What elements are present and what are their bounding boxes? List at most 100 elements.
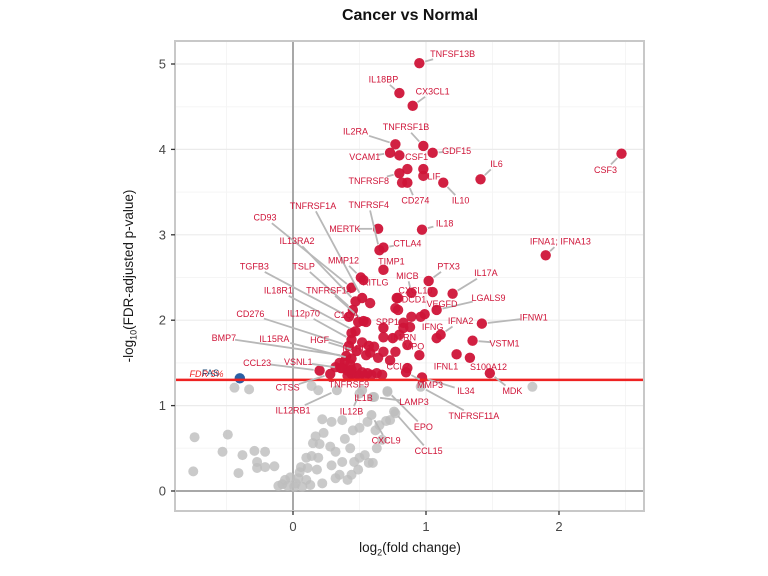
y-tick-label-1: 1 xyxy=(159,398,166,413)
leader-line-PTX3 xyxy=(432,271,442,279)
y-axis-title-text2: (FDR-adjusted p-value) xyxy=(121,189,136,330)
sig-point-VSNL1 xyxy=(335,362,347,374)
gene-label-LIF: LIF xyxy=(427,172,441,182)
leader-line-TNFRSF8 xyxy=(386,173,394,178)
sig-point xyxy=(364,297,376,309)
ns-point xyxy=(222,429,233,440)
sig-point-C1QA xyxy=(352,316,364,328)
leader-line-CX3CL1 xyxy=(417,96,426,104)
gene-label-MMP12: MMP12 xyxy=(328,255,359,265)
sig-point-CD93 xyxy=(346,282,357,293)
sig-point-IL18 xyxy=(416,224,428,235)
gene-label-EPO: EPO xyxy=(414,422,433,432)
ns-point xyxy=(313,385,324,396)
sig-point-IL1RN xyxy=(387,332,398,344)
sig-point-IL10 xyxy=(438,177,449,188)
sig-point-CXCL10 xyxy=(427,286,438,298)
gene-label-MPO: MPO xyxy=(404,342,425,352)
sig-point-IL17A xyxy=(447,288,458,299)
ns-point xyxy=(371,443,382,454)
ns-point xyxy=(260,462,271,473)
sig-point-IL15RA xyxy=(346,353,357,364)
gene-label-CCL23: CCL23 xyxy=(243,358,271,368)
sig-point-CD274 xyxy=(402,177,413,188)
ns-point xyxy=(244,384,255,395)
leader-line-IL15RA xyxy=(289,342,346,359)
sig-point xyxy=(406,311,417,322)
gene-label-LGALS9: LGALS9 xyxy=(471,293,505,303)
gene-label-TGFB3: TGFB3 xyxy=(240,261,269,271)
sig-point-IFNW1 xyxy=(476,318,488,329)
leader-line-IL6 xyxy=(484,168,492,176)
gene-label-CSF1: CSF1 xyxy=(405,152,428,162)
sig-point-IL18R1 xyxy=(350,326,361,337)
ns-point xyxy=(280,474,291,485)
ns-point xyxy=(260,446,271,457)
leader-line-IL34 xyxy=(427,378,455,389)
sig-point xyxy=(360,350,372,361)
ns-point xyxy=(237,450,248,461)
leader-line-TNFSF13B xyxy=(424,58,434,63)
gene-label-IL18: IL18 xyxy=(436,219,454,229)
gene-label-CXCL10: CXCL10 xyxy=(398,285,432,295)
gene-label-LAMP3: LAMP3 xyxy=(399,397,429,407)
ns-point-TNFRSF11A xyxy=(415,381,426,392)
gene-label-IL18BP: IL18BP xyxy=(369,74,399,84)
sig-point-VSTM1 xyxy=(467,335,478,346)
sig-point-GDF15 xyxy=(427,147,438,159)
sig-point xyxy=(398,317,409,328)
x-axis-title-text: log xyxy=(359,540,378,555)
gene-label-TSLP: TSLP xyxy=(292,261,315,271)
ns-point xyxy=(337,456,348,467)
gene-label-VEGFD: VEGFD xyxy=(426,299,458,309)
ns-point xyxy=(252,462,263,473)
sig-point-CTSS xyxy=(325,368,336,380)
gene-label-IL34: IL34 xyxy=(457,386,475,396)
panel-border xyxy=(174,40,645,512)
gene-label-SPP1: SPP1 xyxy=(376,317,399,327)
leader-line-IL18R1 xyxy=(288,295,351,330)
gene-label-IL1RL1: IL1RL1 xyxy=(342,343,371,353)
leader-line-IL12p70 xyxy=(313,318,347,338)
leader-line-HGF xyxy=(328,341,352,351)
gene-label-CTLA4: CTLA4 xyxy=(393,238,421,248)
sig-point-TNFRSF9 xyxy=(346,364,357,375)
leader-line-IL2RA xyxy=(368,134,390,144)
special-point-FAS xyxy=(234,373,245,384)
y-tick-label-5: 5 xyxy=(159,57,166,72)
sig-point xyxy=(402,163,413,175)
leader-line-TNFRSF11A xyxy=(425,388,465,412)
ns-point xyxy=(302,462,313,473)
ns-point xyxy=(374,420,385,431)
sig-point xyxy=(390,303,401,314)
ns-point xyxy=(330,446,341,457)
ns-point xyxy=(354,422,365,433)
leader-line-TSLP xyxy=(309,271,349,307)
gene-label-TNFRSF1A: TNFRSF1A xyxy=(290,201,337,211)
sig-point-IFNL1 xyxy=(451,349,462,360)
sig-point-LGALS9 xyxy=(431,304,442,316)
gene-label-IL1B: IL1B xyxy=(354,393,373,403)
leader-line-CCL23 xyxy=(270,363,314,371)
leader-line-IFNA2 xyxy=(445,325,454,333)
sig-point-LIF xyxy=(418,163,429,175)
sig-point-MICB xyxy=(406,287,417,299)
leader-line-MMP12 xyxy=(348,265,358,274)
ns-point xyxy=(314,439,325,450)
ns-point-LAMP3 xyxy=(369,392,380,403)
sig-point-TSLP xyxy=(347,304,359,316)
gene-label-S100A12: S100A12 xyxy=(470,362,507,372)
leader-line-IFNA1; IFNA13 xyxy=(549,246,556,252)
gene-label-TNFRSF8: TNFRSF8 xyxy=(349,176,390,186)
leader-line-IL10 xyxy=(446,186,456,196)
ns-point-EPO xyxy=(382,386,393,397)
sig-point-MDK xyxy=(484,367,496,379)
gene-label-FAS: FAS xyxy=(202,368,219,378)
gene-label-IL17A: IL17A xyxy=(474,268,498,278)
gene-label-CX3CL1: CX3CL1 xyxy=(416,86,450,96)
sig-point xyxy=(384,355,396,366)
ns-point xyxy=(249,445,260,456)
y-tick-label-2: 2 xyxy=(159,313,166,328)
